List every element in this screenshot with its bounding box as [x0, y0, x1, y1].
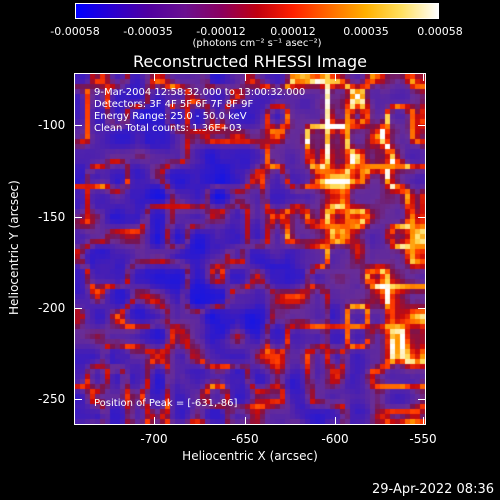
- tick-mark: [423, 73, 424, 81]
- tick-mark: [418, 399, 426, 400]
- date-stamp: 29-Apr-2022 08:36: [372, 482, 494, 497]
- tick-mark: [154, 73, 155, 81]
- tick-mark: [418, 217, 426, 218]
- colorbar-tick: -0.00058: [50, 25, 100, 38]
- tick-mark: [335, 417, 336, 425]
- energy-range-text: Energy Range: 25.0 - 50.0 keV: [94, 111, 247, 122]
- tick-mark: [74, 217, 82, 218]
- x-axis-label: Heliocentric X (arcsec): [182, 449, 318, 463]
- rhessi-image: [75, 74, 425, 424]
- x-tick-label: -600: [321, 432, 349, 446]
- colorbar-tick: 0.00058: [417, 25, 463, 38]
- colorbar-tick: -0.00012: [196, 25, 246, 38]
- x-tick-label: -650: [231, 432, 259, 446]
- tick-mark: [335, 73, 336, 81]
- y-tick-label: -100: [38, 118, 66, 132]
- image-plot: [74, 73, 426, 425]
- y-axis-label: Heliocentric Y (arcsec): [7, 180, 21, 315]
- tick-mark: [74, 308, 82, 309]
- tick-mark: [154, 417, 155, 425]
- colorbar-tick: -0.00035: [123, 25, 173, 38]
- tick-mark: [74, 399, 82, 400]
- x-tick-label: -700: [140, 432, 168, 446]
- tick-mark: [418, 308, 426, 309]
- tick-mark: [245, 73, 246, 81]
- tick-mark: [418, 125, 426, 126]
- colorbar: [75, 3, 439, 19]
- y-tick-label: -250: [38, 392, 66, 406]
- y-tick-label: -150: [38, 210, 66, 224]
- x-tick-label: -550: [409, 432, 437, 446]
- time-range-text: 9-Mar-2004 12:58:32.000 to 13:00:32.000: [94, 87, 306, 98]
- y-tick-label: -200: [38, 301, 66, 315]
- image-title: Reconstructed RHESSI Image: [133, 52, 367, 71]
- tick-mark: [74, 125, 82, 126]
- tick-mark: [423, 417, 424, 425]
- peak-position-text: Position of Peak = [-631,-86]: [94, 398, 238, 409]
- tick-mark: [245, 417, 246, 425]
- colorbar-unit: (photons cm⁻² s⁻¹ asec⁻²): [192, 38, 322, 49]
- colorbar-tick: 0.00035: [343, 25, 389, 38]
- colorbar-tick: 0.00012: [270, 25, 316, 38]
- detectors-text: Detectors: 3F 4F 5F 6F 7F 8F 9F: [94, 99, 254, 110]
- clean-counts-text: Clean Total counts: 1.36E+03: [94, 123, 242, 134]
